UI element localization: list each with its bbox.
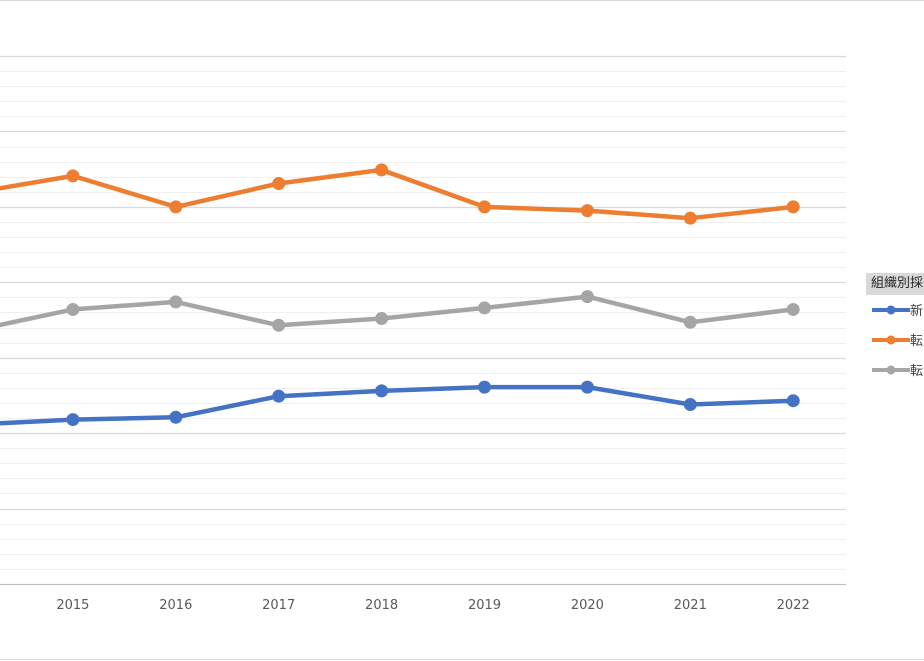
data-point [683, 397, 697, 411]
legend-swatch-series-1 [872, 305, 910, 315]
data-point [478, 301, 491, 315]
legend-label-series-2: 転 [910, 334, 924, 349]
series-3 [0, 290, 800, 332]
legend-item-series-3: 転 [866, 355, 924, 385]
data-point [169, 410, 183, 424]
legend-item-series-2: 転 [866, 325, 924, 355]
series-1 [0, 380, 800, 427]
data-point [580, 380, 594, 394]
x-tick-label: 2019 [468, 598, 501, 613]
data-point [272, 389, 286, 403]
series-line [0, 384, 796, 426]
data-point [375, 384, 389, 398]
data-point [375, 163, 389, 177]
data-point [169, 200, 183, 214]
legend-swatch-series-3 [872, 365, 910, 375]
x-tick-label: 2018 [365, 598, 398, 613]
data-point [786, 302, 800, 316]
data-point [66, 413, 80, 427]
legend-swatch-series-2 [872, 335, 910, 345]
data-point [478, 200, 491, 214]
data-point [683, 211, 697, 225]
data-point [272, 176, 286, 190]
x-tick-label: 2021 [674, 598, 707, 613]
legend-label-series-3: 転 [910, 364, 924, 379]
data-point [66, 302, 80, 316]
legend-item-series-1: 新 [866, 295, 924, 325]
data-point [272, 318, 286, 332]
x-tick-label: 2020 [571, 598, 604, 613]
data-point [66, 169, 80, 183]
x-tick-label: 2016 [159, 598, 192, 613]
data-point [169, 295, 183, 309]
x-tick-label: 2015 [56, 598, 89, 613]
legend: 組織別採 新 転 転 [866, 273, 924, 385]
series-layer [0, 163, 800, 427]
data-point [375, 311, 389, 325]
data-point [786, 394, 800, 408]
x-tick-label: 2017 [262, 598, 295, 613]
data-point [786, 200, 800, 214]
data-point [580, 204, 594, 218]
series-line [0, 294, 796, 328]
data-point [580, 290, 594, 304]
x-tick-label: 2022 [777, 598, 810, 613]
legend-title: 組織別採 [866, 273, 924, 295]
data-point [478, 380, 491, 394]
series-2 [0, 163, 800, 225]
legend-label-series-1: 新 [910, 304, 924, 319]
data-point [683, 315, 697, 329]
x-axis: 201420152016201720182019202020212022 [0, 584, 846, 613]
